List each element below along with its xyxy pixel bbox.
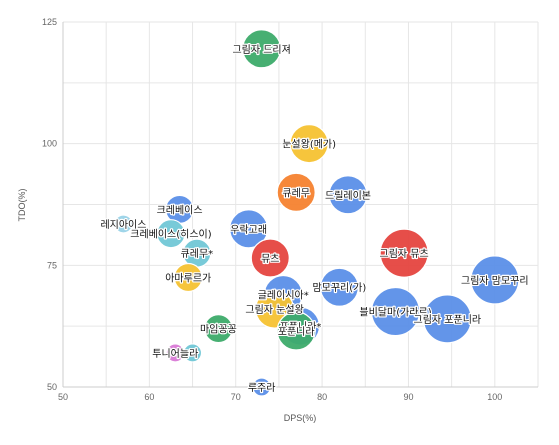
bubble-layer [113,29,520,397]
bubble-label: 눈설왕(메가) [282,139,336,151]
bubble-label: 그림자 맘모꾸리 [461,275,529,287]
bubble-label: 레지아이스 [100,219,146,231]
bubble-label: 큐레무* [181,248,214,260]
bubble[interactable] [379,228,429,278]
bubble[interactable] [182,343,203,363]
x-tick-label: 100 [487,392,502,402]
bubble-label: 포푼니라 [278,326,315,338]
bubble-label: 뮤츠 [261,253,279,265]
bubble[interactable] [113,214,134,234]
bubble[interactable] [289,124,329,164]
bubble[interactable] [470,255,520,305]
x-tick-label: 90 [403,392,413,402]
bubble-label: 그림자 눈설왕 [245,304,303,316]
y-tick-label: 50 [47,382,57,392]
x-tick-label: 80 [317,392,327,402]
bubble-label: 우락고래 [230,224,267,236]
bubble[interactable] [242,29,282,69]
bubble-label: 블비달마(가라르) [359,307,431,319]
x-tick-label: 60 [144,392,154,402]
y-axis-title: TDO(%) [17,189,27,222]
bubble-label: 글레이시아* [258,290,309,302]
bubble-label: 드릴레이본 [325,189,371,202]
bubble[interactable] [173,262,203,293]
bubble[interactable] [229,209,269,249]
bubble-label: 크레베이스 [157,204,203,216]
bubble[interactable] [276,311,316,351]
x-axis-title: DPS(%) [284,413,317,423]
bubble-label: 투니어늘라 [152,348,198,360]
y-tick-label: 75 [47,260,57,270]
bubble-label: 큐레무 [282,187,310,199]
bubble[interactable] [319,267,359,307]
bubble-label: 그림자 포푼니라 [414,314,482,326]
bubble-label: 포푼니라* [280,321,322,333]
bubble-label: 그림자 뮤츠 [380,248,429,260]
bubble-label: 크레베이스(히스이) [130,229,212,241]
bubble[interactable] [252,377,272,397]
bubble[interactable] [276,172,316,212]
y-tick-label: 125 [42,17,57,27]
bubble-label: 그림자 드리져 [232,44,290,56]
y-tick-label: 100 [42,139,57,149]
bubble-label: 아마루르가 [165,273,211,285]
bubble[interactable] [203,314,234,344]
bubble-label: 맘모꾸리(가) [312,282,366,294]
axis-layer: 50 60 70 80 90 100 50 75 100 125 [42,17,538,402]
bubble[interactable] [370,286,421,337]
x-tick-label: 50 [58,392,68,402]
bubble[interactable] [156,219,186,249]
bubble[interactable] [422,294,472,344]
bubble[interactable] [328,175,368,215]
bubble-label: 마임꽁꽁 [200,323,237,336]
bubble[interactable] [250,238,290,278]
bubble-label: 루주라 [248,382,276,394]
x-tick-label: 70 [231,392,241,402]
